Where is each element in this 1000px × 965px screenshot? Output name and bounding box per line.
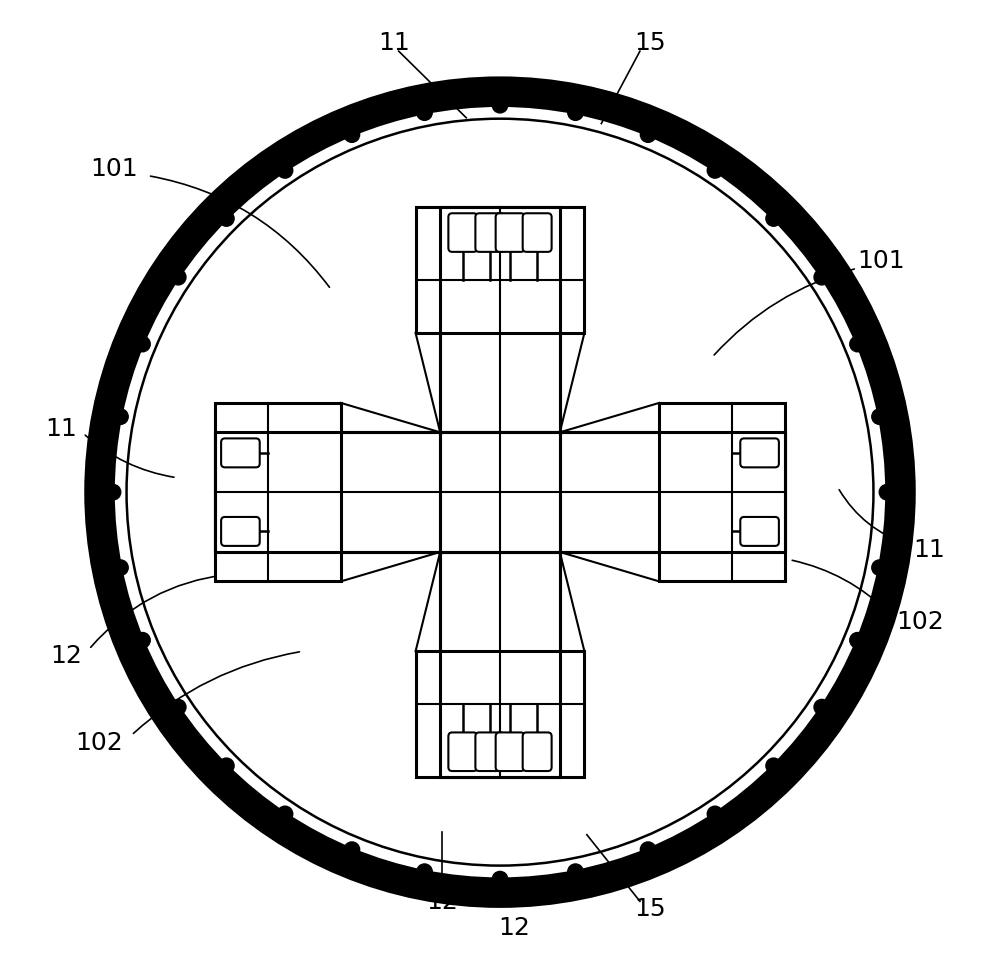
Bar xyxy=(659,403,785,581)
Text: 102: 102 xyxy=(76,731,123,755)
Circle shape xyxy=(568,864,583,879)
Bar xyxy=(440,207,560,777)
Circle shape xyxy=(417,864,432,879)
Bar xyxy=(440,432,560,552)
Bar xyxy=(416,651,584,777)
Circle shape xyxy=(879,484,895,500)
Bar xyxy=(440,207,560,777)
Bar xyxy=(215,432,785,552)
Text: 12: 12 xyxy=(426,891,458,914)
Text: 11: 11 xyxy=(378,32,410,55)
Circle shape xyxy=(492,871,508,887)
Circle shape xyxy=(277,163,293,179)
FancyBboxPatch shape xyxy=(475,213,504,252)
Circle shape xyxy=(850,632,865,648)
Circle shape xyxy=(113,409,128,425)
Text: 15: 15 xyxy=(634,897,665,921)
FancyBboxPatch shape xyxy=(496,732,525,771)
FancyBboxPatch shape xyxy=(740,517,779,546)
Circle shape xyxy=(277,806,293,821)
Text: 102: 102 xyxy=(896,611,944,634)
Circle shape xyxy=(135,632,150,648)
Circle shape xyxy=(171,269,186,285)
Circle shape xyxy=(766,758,781,774)
Bar xyxy=(215,432,785,552)
Circle shape xyxy=(135,337,150,352)
FancyBboxPatch shape xyxy=(523,732,552,771)
FancyBboxPatch shape xyxy=(448,213,477,252)
FancyBboxPatch shape xyxy=(448,732,477,771)
Circle shape xyxy=(872,560,887,575)
Circle shape xyxy=(640,127,656,143)
Circle shape xyxy=(492,97,508,113)
Circle shape xyxy=(814,700,829,715)
FancyBboxPatch shape xyxy=(475,732,504,771)
FancyBboxPatch shape xyxy=(221,517,260,546)
Circle shape xyxy=(814,269,829,285)
Text: 15: 15 xyxy=(634,32,665,55)
Text: 101: 101 xyxy=(90,157,138,180)
Circle shape xyxy=(105,484,121,500)
Text: 11: 11 xyxy=(45,418,77,441)
Circle shape xyxy=(113,560,128,575)
Circle shape xyxy=(640,841,656,857)
FancyBboxPatch shape xyxy=(221,438,260,467)
Circle shape xyxy=(171,700,186,715)
Circle shape xyxy=(707,163,723,179)
Circle shape xyxy=(850,337,865,352)
Text: 11: 11 xyxy=(914,538,945,562)
Text: 101: 101 xyxy=(857,249,905,272)
Circle shape xyxy=(766,210,781,226)
Text: 12: 12 xyxy=(499,917,530,940)
Circle shape xyxy=(344,127,360,143)
FancyBboxPatch shape xyxy=(523,213,552,252)
FancyBboxPatch shape xyxy=(496,213,525,252)
Circle shape xyxy=(219,758,234,774)
Text: 12: 12 xyxy=(50,645,82,668)
Circle shape xyxy=(568,105,583,121)
Circle shape xyxy=(219,210,234,226)
Bar xyxy=(215,403,341,581)
FancyBboxPatch shape xyxy=(740,438,779,467)
Circle shape xyxy=(100,92,900,893)
Circle shape xyxy=(707,806,723,821)
Circle shape xyxy=(344,841,360,857)
Bar xyxy=(416,207,584,333)
Circle shape xyxy=(417,105,432,121)
Circle shape xyxy=(872,409,887,425)
